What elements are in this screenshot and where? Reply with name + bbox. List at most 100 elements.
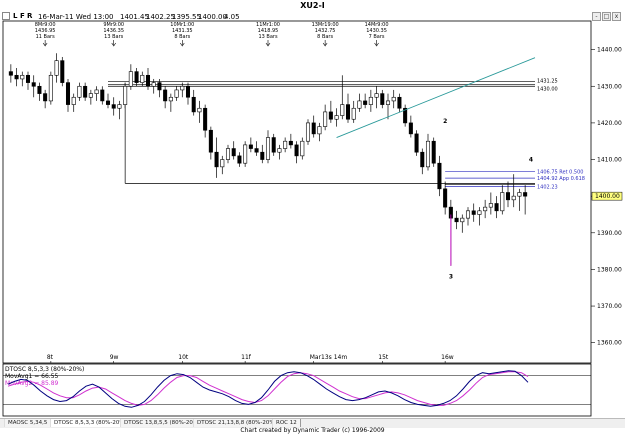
candle-body: [203, 107, 208, 131]
toolbar-letter-r[interactable]: R: [27, 12, 33, 20]
maximize-button[interactable]: □: [602, 12, 611, 21]
current-price-label: 1400.00: [595, 193, 620, 200]
candle-body: [345, 104, 351, 120]
candle-body: [425, 140, 431, 168]
candle-body: [31, 82, 36, 87]
annotation-text: 13Mr19:00: [312, 22, 339, 28]
candle-body: [483, 206, 488, 212]
candle-body: [94, 89, 99, 94]
tab-dtosc-13[interactable]: DTOSC 13,8,5,5 (80%-20%): [120, 419, 205, 427]
fib-label: 1402.23: [537, 185, 558, 191]
close-button[interactable]: x: [612, 12, 621, 21]
candle-body: [157, 82, 162, 91]
candle-body: [48, 74, 53, 102]
candle-body: [25, 74, 31, 83]
candle-body: [243, 144, 248, 164]
candle-body: [174, 89, 179, 98]
price-chart[interactable]: 1360.00 1370.00 1380.00 1390.00 1400.00 1410.…: [0, 18, 625, 370]
candle-body: [334, 115, 339, 120]
annotation-arrowhead: [322, 42, 328, 47]
candle-body: [494, 203, 499, 212]
tab-dtosc-21[interactable]: DTOSC 21,13,8,8 (80%-20%): [193, 419, 281, 427]
x-tick-label: 11f: [241, 354, 252, 361]
candle-body: [460, 217, 465, 223]
resistance-label-bottom: 1430.00: [537, 86, 558, 92]
toolbar-letter-f[interactable]: F: [20, 12, 25, 20]
tab-dtosc-8[interactable]: DTOSC 8,5,3,3 (80%-20%): [50, 419, 131, 427]
info-high: 1402.25: [146, 13, 175, 21]
candle-body: [357, 100, 362, 109]
candle-body: [231, 148, 236, 157]
wave-label: 1: [432, 149, 436, 156]
candle-body: [523, 192, 528, 197]
candle-body: [60, 60, 65, 83]
candle-body: [437, 162, 442, 190]
chart-title: XU2-I: [300, 1, 325, 10]
oscillator-panel: DTOSC 8,5,3,3 (80%-20%) MovAvg1 = 66.55 …: [2, 363, 592, 417]
candle-body: [288, 140, 293, 146]
candle-body: [100, 89, 105, 102]
annotation-text: 1432.75: [315, 28, 336, 34]
annotation-text: 9Mr9:00: [103, 22, 124, 28]
candle-body: [111, 104, 116, 109]
candle-body: [237, 155, 242, 164]
candle-body: [214, 151, 219, 168]
tab-roc[interactable]: ROC 12: [272, 419, 301, 427]
indicator-tabbar: MAOSC 5,34,5 DTOSC 8,5,3,3 (80%-20%) DTO…: [0, 418, 625, 428]
candle-body: [185, 85, 191, 98]
annotation-text: 1431.35: [172, 28, 193, 34]
candle-body: [385, 100, 391, 105]
candle-body: [54, 60, 59, 76]
candle-body: [65, 82, 71, 105]
candle-body: [323, 111, 328, 127]
x-tick-label: 8t: [47, 354, 54, 361]
candle-body: [283, 140, 288, 149]
x-tick-label: 15t: [378, 354, 389, 361]
price-panel-frame: [2, 20, 592, 364]
candle-body: [277, 148, 282, 153]
candle-body: [134, 71, 139, 83]
wave-label: 4: [529, 156, 533, 163]
fib-label: 1406.75 Ret 0.500: [537, 169, 583, 175]
candle-body: [465, 210, 471, 219]
annotation-arrowhead: [265, 42, 271, 47]
tab-maosc[interactable]: MAOSC 5,34,5: [4, 419, 52, 427]
candle-body: [505, 192, 511, 201]
candle-body: [403, 107, 408, 124]
close-checkbox[interactable]: [2, 12, 10, 20]
annotation-text: 1430.35: [366, 28, 387, 34]
candle-body: [477, 210, 482, 215]
osc-slow-line: [7, 371, 529, 406]
candle-body: [420, 151, 425, 168]
footer-credit: Chart created by Dynamic Trader (c) 1996…: [240, 427, 385, 434]
candle-body: [431, 140, 436, 164]
y-tick-label: 1390.00: [597, 230, 622, 237]
candle-body: [8, 71, 13, 76]
info-open: 1401.45: [120, 13, 149, 21]
candle-body: [43, 93, 48, 102]
toolbar-letter-l[interactable]: L: [13, 12, 18, 20]
annotation-arrowhead: [374, 42, 379, 47]
annotation-text: 11Mr1:00: [256, 22, 280, 28]
wave-label: 2: [443, 118, 447, 125]
info-close: 1400.00: [198, 13, 227, 21]
candle-body: [260, 151, 265, 160]
candle-body: [500, 192, 505, 212]
fib-label: 1404.92 App 0.618: [537, 176, 585, 182]
candle-body: [208, 129, 213, 153]
y-tick-label: 1420.00: [597, 120, 622, 127]
osc-fast-line: [7, 370, 529, 408]
candle-body: [145, 74, 151, 87]
trendline: [336, 57, 536, 138]
candle-body: [163, 89, 168, 102]
candle-body: [511, 195, 516, 201]
minimize-button[interactable]: -: [592, 12, 601, 21]
candle-body: [340, 104, 345, 116]
candle-body: [488, 203, 493, 208]
candle-body: [397, 96, 402, 109]
y-tick-label: 1360.00: [597, 340, 622, 347]
